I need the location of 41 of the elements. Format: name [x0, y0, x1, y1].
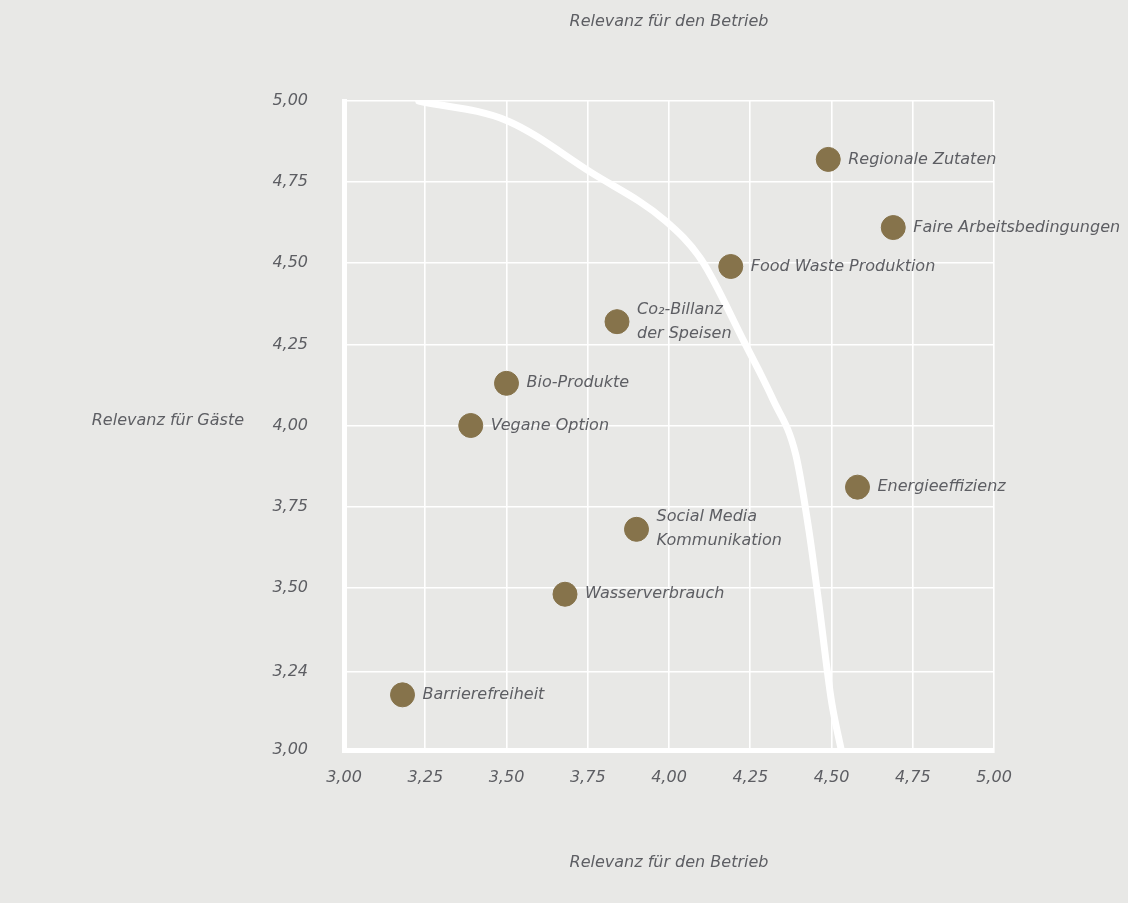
point — [458, 413, 484, 438]
point — [880, 215, 906, 241]
x-tick-label: 3,75 — [569, 766, 606, 786]
y-tick-label: 5,00 — [272, 90, 308, 110]
series-label: Co₂-Billanz der Speisen — [637, 298, 732, 342]
point — [390, 682, 415, 708]
x-tick-label: 3,50 — [488, 766, 525, 786]
point — [494, 370, 519, 396]
series-label: Wasserverbrauch — [585, 583, 725, 603]
y-axis-title: Relevanz für Gäste — [91, 409, 245, 429]
y-tick-label: 4,25 — [272, 333, 308, 353]
x-tick-label: 4,25 — [732, 766, 769, 786]
point — [845, 474, 870, 500]
x-tick-label: 4,00 — [651, 766, 687, 786]
y-tick-label: 3,50 — [272, 576, 308, 596]
x-tick-label: 3,25 — [407, 766, 444, 786]
point — [552, 581, 578, 607]
x-tick-label: 4,50 — [813, 766, 850, 786]
chart-title: Relevanz für den Betrieb — [569, 11, 769, 31]
series-label: Barrierefreiheit — [422, 683, 546, 703]
x-axis-title: Relevanz für den Betrieb — [569, 852, 769, 872]
series-label: Faire Arbeitsbedingungen — [913, 216, 1121, 236]
point — [815, 146, 841, 172]
x-tick-label: 4,75 — [894, 766, 931, 786]
y-tick-label: 4,00 — [272, 414, 308, 434]
series-label: Vegane Option — [490, 414, 610, 434]
y-tick-label: 3,00 — [272, 739, 308, 759]
y-tick-label: 3,24 — [272, 661, 308, 681]
series-label: Energieeffizienz — [877, 476, 1007, 496]
point — [624, 516, 649, 542]
series-label: Food Waste Produktion — [750, 255, 936, 275]
y-tick-label: 3,75 — [272, 495, 308, 515]
y-tick-label: 4,50 — [272, 252, 308, 272]
series-label: Regionale Zutaten — [848, 148, 997, 168]
point — [718, 254, 744, 279]
x-tick-label: 5,00 — [976, 766, 1012, 786]
series-label: Social Media Kommunikation — [656, 506, 782, 550]
series-label: Bio-Produkte — [526, 372, 630, 392]
point — [604, 309, 630, 335]
y-tick-label: 4,75 — [272, 171, 308, 191]
x-tick-label: 3,00 — [326, 766, 362, 786]
